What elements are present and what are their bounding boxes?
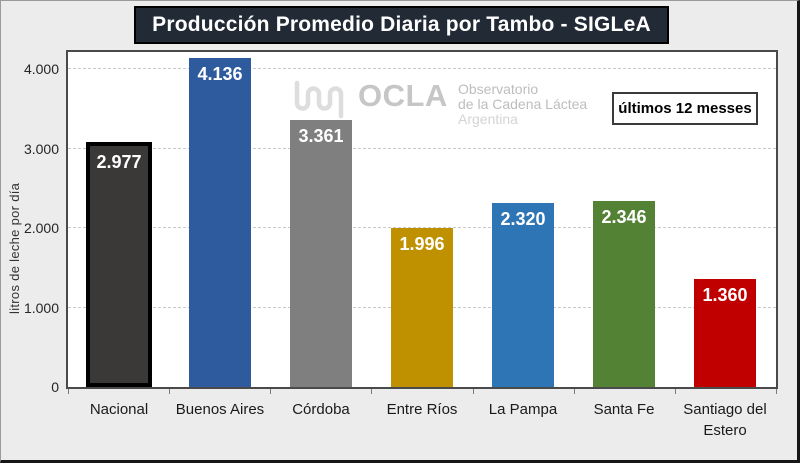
gridline [68, 68, 776, 70]
bar-buenos-aires: 4.136 [189, 58, 251, 387]
wave-icon [294, 80, 344, 119]
bar-c-rdoba: 3.361 [290, 120, 352, 387]
ocla-subtitle-line1: Observatorio [458, 81, 539, 97]
x-tick-mark [473, 389, 474, 394]
bar-nacional: 2.977 [86, 142, 152, 387]
x-category-label: Santiago del Estero [683, 401, 767, 439]
x-category-label: La Pampa [488, 401, 558, 418]
chart-title: Producción Promedio Diaria por Tambo - S… [134, 6, 669, 44]
x-category-label: Buenos Aires [175, 401, 265, 418]
y-tick-label: 3.000 [23, 141, 59, 157]
gridline [68, 147, 776, 149]
x-category-label: Córdoba [292, 401, 350, 418]
x-category-label: Nacional [89, 401, 149, 418]
x-tick-mark [675, 389, 676, 394]
x-category-label: Santa Fe [593, 401, 655, 418]
bar-santiago-del-estero: 1.360 [694, 279, 756, 387]
x-tick-mark [68, 389, 69, 394]
x-category-label: Entre Ríos [386, 401, 458, 418]
bar-value-label: 2.346 [601, 207, 647, 227]
y-tick-label: 1.000 [23, 300, 59, 316]
y-tick-label: 2.000 [23, 220, 59, 236]
x-tick-mark [776, 389, 777, 394]
y-tick-label: 0 [51, 379, 59, 395]
bar-value-label: 4.136 [197, 64, 243, 84]
bar-value-label: 3.361 [298, 126, 344, 146]
ocla-subtitle: Observatorio de la Cadena Láctea Argenti… [458, 82, 587, 127]
bar-entre-r-os: 1.996 [391, 228, 453, 387]
bar-value-label: 2.320 [500, 209, 546, 229]
y-tick-label: 4.000 [23, 61, 59, 77]
bar-value-label: 1.360 [702, 285, 748, 305]
x-tick-mark [270, 389, 271, 394]
bar-value-label: 1.996 [399, 234, 445, 254]
bar-value-label: 2.977 [96, 152, 142, 172]
y-axis-title: litros de leche por día [7, 182, 22, 315]
ocla-subtitle-line2: de la Cadena Láctea [458, 96, 588, 112]
bar-la-pampa: 2.320 [492, 203, 554, 387]
gridline [68, 227, 776, 229]
x-tick-mark [574, 389, 575, 394]
x-tick-mark [371, 389, 372, 394]
period-badge: últimos 12 messes [612, 92, 758, 125]
plot-area: OCLA Observatorio de la Cadena Láctea Ar… [66, 50, 778, 389]
x-tick-mark [169, 389, 170, 394]
bar-santa-fe: 2.346 [593, 201, 655, 387]
ocla-subtitle-line3: Argentina [458, 111, 518, 127]
ocla-brand-text: OCLA [358, 78, 448, 113]
